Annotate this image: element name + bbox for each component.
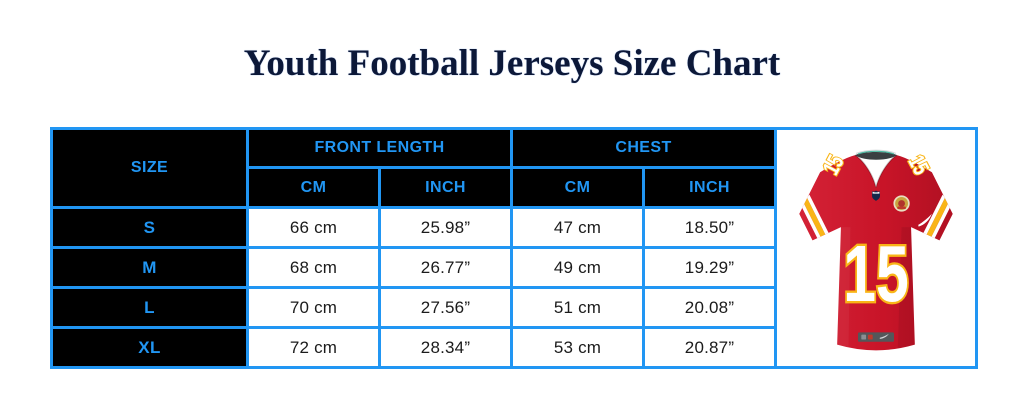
- cell-chest-inch: 19.29”: [641, 246, 778, 289]
- jersey-product-image: 15 15 15: [779, 132, 973, 364]
- size-label-s: S: [50, 206, 249, 249]
- collar-opening: [855, 151, 897, 160]
- size-label-l: L: [50, 286, 249, 329]
- cell-front-inch: 25.98”: [378, 206, 513, 249]
- cell-chest-inch: 18.50”: [641, 206, 778, 249]
- cell-front-cm: 70 cm: [246, 286, 381, 329]
- jersey-image-cell: 15 15 15: [774, 127, 979, 369]
- cell-chest-inch: 20.08”: [641, 286, 778, 329]
- cell-front-inch: 26.77”: [378, 246, 513, 289]
- cell-front-cm: 66 cm: [246, 206, 381, 249]
- jersey-body: [799, 155, 953, 351]
- cell-chest-cm: 51 cm: [510, 286, 645, 329]
- table-row-s: S 66 cm 25.98” 47 cm 18.50”: [50, 206, 977, 249]
- cell-front-inch: 27.56”: [378, 286, 513, 329]
- cell-front-cm: 72 cm: [246, 326, 381, 369]
- chest-group-header: CHEST: [509, 127, 778, 169]
- team-patch-icon: [893, 195, 910, 212]
- jock-tag: [858, 332, 895, 342]
- jersey-illustration: 15 15 15: [799, 149, 953, 351]
- cell-front-inch: 28.34”: [378, 326, 513, 369]
- size-label-m: M: [50, 246, 249, 289]
- cell-chest-cm: 53 cm: [510, 326, 645, 369]
- front-length-group-header: FRONT LENGTH: [246, 127, 513, 169]
- size-label-xl: XL: [50, 326, 249, 369]
- cell-front-cm: 68 cm: [246, 246, 381, 289]
- chest-number: 15: [841, 227, 911, 320]
- size-chart-table: SIZE FRONT LENGTH CHEST: [50, 127, 979, 369]
- nike-swoosh-icon: [918, 213, 932, 227]
- sleeve-stripe: [929, 201, 952, 243]
- size-column-header: SIZE: [50, 127, 249, 209]
- sleeve-stripe: [803, 197, 827, 241]
- sleeve-stripe: [923, 194, 946, 236]
- sleeve-stripe: [925, 197, 949, 241]
- svg-text:15: 15: [843, 229, 909, 318]
- sleeve-stripe: [806, 194, 829, 236]
- sleeve-stripe: [800, 201, 823, 243]
- unit-header-chest-inch: INCH: [641, 166, 778, 209]
- table-row-l: L 70 cm 27.56” 51 cm 20.08”: [50, 286, 977, 329]
- unit-header-front-inch: INCH: [378, 166, 513, 209]
- unit-header-chest-cm: CM: [510, 166, 645, 209]
- cell-chest-cm: 47 cm: [510, 206, 645, 249]
- cell-chest-cm: 49 cm: [510, 246, 645, 289]
- table-row-m: M 68 cm 26.77” 49 cm 19.29”: [50, 246, 977, 289]
- cell-chest-inch: 20.87”: [641, 326, 778, 369]
- page-title: Youth Football Jerseys Size Chart: [243, 43, 781, 84]
- nfl-shield-icon: [872, 190, 880, 202]
- table-row-xl: XL 72 cm 28.34” 53 cm 20.87”: [50, 326, 977, 369]
- unit-header-front-cm: CM: [246, 166, 381, 209]
